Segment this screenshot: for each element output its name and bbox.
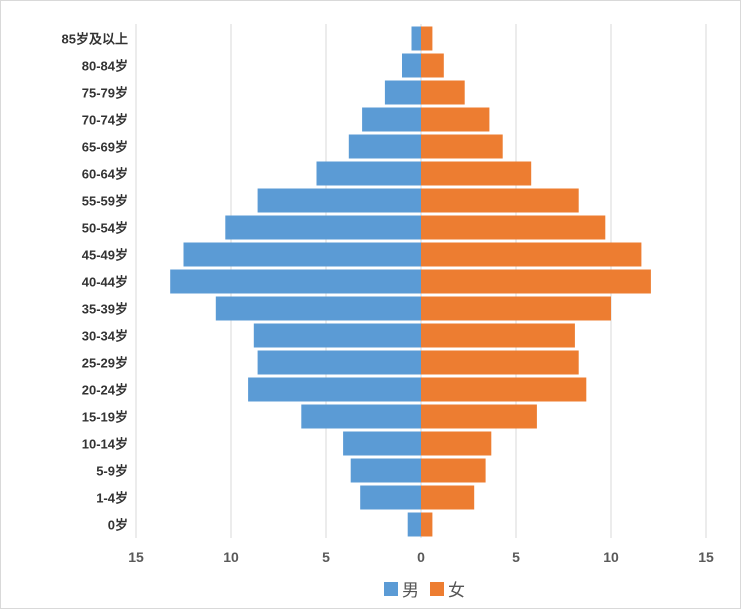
age-group-label: 55-59岁	[82, 194, 128, 209]
x-tick-label: 10	[223, 549, 239, 565]
bar-female-17	[421, 53, 444, 78]
bar-male-16	[384, 80, 421, 105]
bar-female-14	[421, 134, 503, 159]
bar-female-6	[421, 350, 579, 375]
bar-female-7	[421, 323, 575, 348]
bar-female-2	[421, 458, 486, 483]
age-group-label: 50-54岁	[82, 221, 128, 236]
bar-male-11	[225, 215, 421, 240]
age-group-label: 40-44岁	[82, 275, 128, 290]
legend-label: 男	[402, 581, 419, 601]
age-group-label: 45-49岁	[82, 248, 128, 263]
bar-male-3	[343, 431, 421, 456]
bar-female-9	[421, 269, 651, 294]
bar-female-12	[421, 188, 579, 213]
age-group-label: 75-79岁	[82, 86, 128, 101]
legend-swatch	[430, 582, 444, 596]
legend: 男女	[384, 581, 465, 601]
x-tick-label: 0	[417, 549, 425, 565]
bar-female-13	[421, 161, 532, 186]
x-tick-label: 15	[698, 549, 714, 565]
bar-female-3	[421, 431, 492, 456]
x-axis-tick-labels: 15 10 5 0 5 10 15	[128, 549, 714, 565]
age-group-label: 60-64岁	[82, 167, 128, 182]
age-group-label: 35-39岁	[82, 302, 128, 317]
bar-male-8	[215, 296, 421, 321]
bar-female-1	[421, 485, 475, 510]
bar-male-18	[411, 26, 421, 51]
age-group-label: 20-24岁	[82, 383, 128, 398]
bar-female-16	[421, 80, 465, 105]
bar-male-4	[301, 404, 421, 429]
bar-female-8	[421, 296, 611, 321]
bar-male-1	[360, 485, 421, 510]
age-group-label: 1-4岁	[96, 491, 128, 506]
x-tick-label: 5	[512, 549, 520, 565]
bar-female-11	[421, 215, 606, 240]
bar-female-5	[421, 377, 587, 402]
bar-female-0	[421, 512, 433, 537]
bar-female-18	[421, 26, 433, 51]
bar-male-9	[170, 269, 421, 294]
bar-female-10	[421, 242, 642, 267]
bar-male-10	[183, 242, 421, 267]
x-tick-label: 10	[603, 549, 619, 565]
bar-male-0	[407, 512, 421, 537]
age-group-label: 0岁	[108, 518, 128, 533]
age-group-label: 10-14岁	[82, 437, 128, 452]
bar-male-6	[257, 350, 421, 375]
age-group-label: 80-84岁	[82, 59, 128, 74]
age-group-label: 15-19岁	[82, 410, 128, 425]
y-axis-labels: 0岁 1-4岁 5-9岁 10-14岁 15-19岁 20-24岁 25-29岁 30-34岁…	[62, 32, 128, 533]
bar-female-15	[421, 107, 490, 132]
age-group-label: 5-9岁	[96, 464, 128, 479]
age-group-label: 85岁及以上	[62, 32, 128, 47]
bar-male-5	[248, 377, 421, 402]
bar-male-17	[402, 53, 421, 78]
bar-female-4	[421, 404, 537, 429]
bar-male-12	[257, 188, 421, 213]
bars	[170, 26, 651, 537]
bar-male-14	[348, 134, 421, 159]
legend-swatch	[384, 582, 398, 596]
legend-label: 女	[448, 581, 465, 601]
bar-male-2	[350, 458, 421, 483]
age-group-label: 70-74岁	[82, 113, 128, 128]
x-tick-label: 15	[128, 549, 144, 565]
age-group-label: 25-29岁	[82, 356, 128, 371]
age-group-label: 30-34岁	[82, 329, 128, 344]
bar-male-13	[316, 161, 421, 186]
age-group-label: 65-69岁	[82, 140, 128, 155]
bar-male-7	[253, 323, 421, 348]
x-tick-label: 5	[322, 549, 330, 565]
bar-male-15	[362, 107, 421, 132]
